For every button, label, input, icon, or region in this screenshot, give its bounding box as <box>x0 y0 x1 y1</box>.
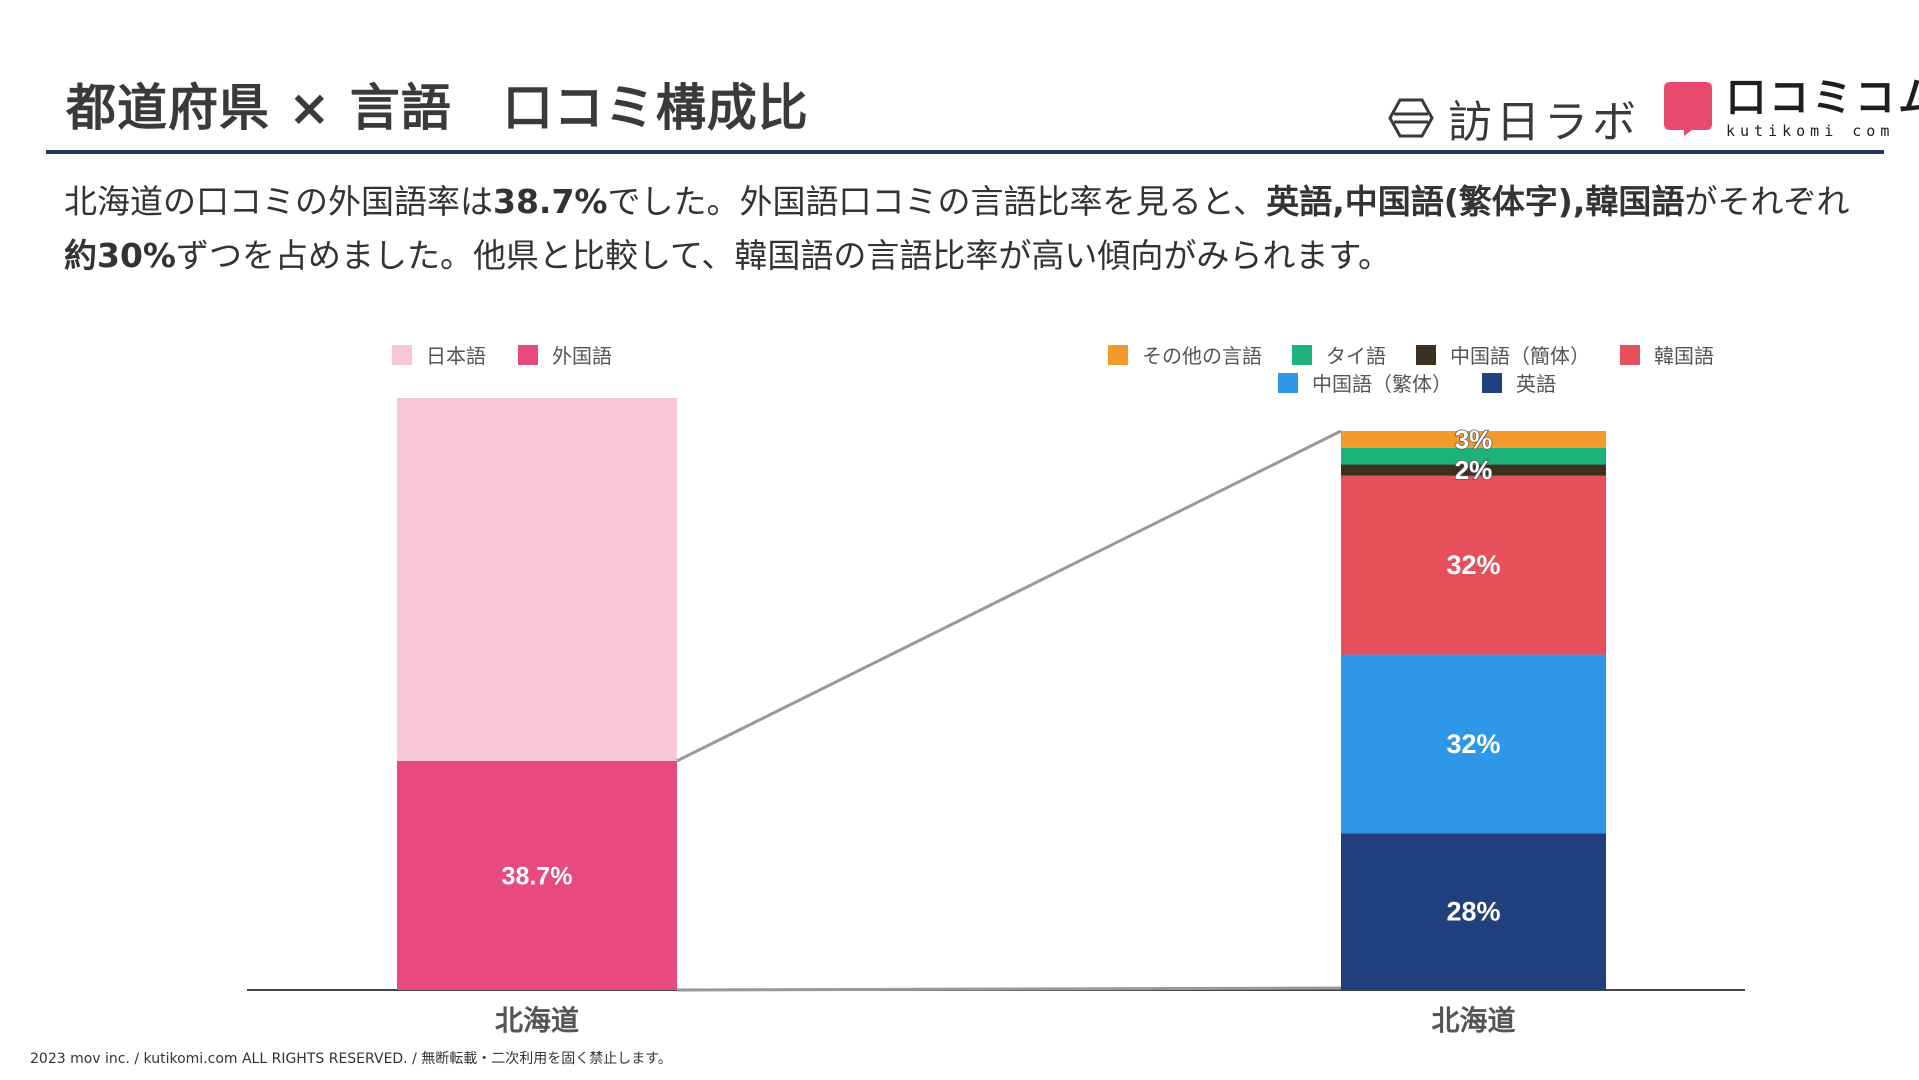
connector-line-bottom <box>676 986 1342 992</box>
legend-label-chinese-simplified: 中国語（簡体） <box>1450 344 1590 368</box>
legend-swatch-japanese <box>392 344 412 365</box>
legend-swatch-english <box>1482 372 1502 393</box>
data-label-その他の言語: 3% <box>1455 424 1493 454</box>
header-divider <box>46 150 1884 154</box>
bar-right-タイ語 <box>1341 447 1606 465</box>
kutikomi-logo-subtext: kutikomi com <box>1726 122 1895 140</box>
bar-left-japanese <box>397 398 677 761</box>
x-tick-label-left: 北海道 <box>495 1004 579 1037</box>
data-label-韓国語: 32% <box>1446 550 1500 580</box>
data-label-中国語簡体: 2% <box>1455 455 1493 485</box>
legend-label-chinese-traditional: 中国語（繁体） <box>1312 372 1452 396</box>
legend-item-japanese: 日本語 <box>392 340 486 369</box>
kutikomi-com-logo[interactable]: 口コミコム kutikomi com <box>1664 78 1919 140</box>
legend-swatch-chinese-traditional <box>1278 372 1298 393</box>
legend-item-chinese-traditional: 中国語（繁体） <box>1278 368 1452 397</box>
kutikomi-logo-text: 口コミコム <box>1726 75 1919 121</box>
houjin-lab-logo-text: 訪日ラボ <box>1448 97 1640 148</box>
x-tick-label-right: 北海道 <box>1431 1004 1515 1037</box>
description-text: 北海道の口コミの外国語率は38.7%でした。外国語口コミの言語比率を見ると、英語… <box>64 182 1850 275</box>
speech-bubble-logo-icon <box>1664 82 1712 136</box>
legend-label-english: 英語 <box>1516 372 1556 396</box>
bar-right-中国語簡体 <box>1341 464 1606 476</box>
data-label-中国語繁体: 32% <box>1446 729 1500 759</box>
legend-swatch-foreign <box>518 344 538 365</box>
legend-swatch-thai <box>1292 344 1312 365</box>
legend-item-thai: タイ語 <box>1292 340 1386 369</box>
bar-left-foreign <box>397 760 677 990</box>
bar-right-中国語繁体 <box>1341 654 1606 834</box>
legend-swatch-chinese-simplified <box>1416 344 1436 365</box>
legend-label-japanese: 日本語 <box>426 344 486 368</box>
legend-right-row2: 中国語（繁体） 英語 <box>1278 368 1556 397</box>
legend-item-korean: 韓国語 <box>1620 340 1714 369</box>
legend-item-chinese-simplified: 中国語（簡体） <box>1416 340 1590 369</box>
bar-right-その他の言語 <box>1341 431 1606 448</box>
connector-line-top <box>676 429 1342 763</box>
legend-right-row1: その他の言語 タイ語 中国語（簡体） 韓国語 <box>1108 340 1714 369</box>
legend-label-other: その他の言語 <box>1142 344 1262 368</box>
legend-item-other: その他の言語 <box>1108 340 1262 369</box>
legend-label-foreign: 外国語 <box>552 344 612 368</box>
legend-item-foreign: 外国語 <box>518 340 612 369</box>
page-title: 都道府県 × 言語 口コミ構成比 <box>66 79 809 137</box>
data-label-英語: 28% <box>1446 897 1500 927</box>
hexagon-logo-icon <box>1388 98 1434 138</box>
legend-label-korean: 韓国語 <box>1654 344 1714 368</box>
copyright-footer: 2023 mov inc. / kutikomi.com ALL RIGHTS … <box>30 1051 672 1067</box>
bar-right-英語 <box>1341 833 1606 990</box>
legend-left: 日本語 外国語 <box>392 340 612 369</box>
houjin-lab-logo[interactable]: 訪日ラボ <box>1388 86 1640 150</box>
legend-item-english: 英語 <box>1482 368 1556 397</box>
legend-swatch-other <box>1108 344 1128 365</box>
bar-right-韓国語 <box>1341 475 1606 655</box>
legend-swatch-korean <box>1620 344 1640 365</box>
legend-label-thai: タイ語 <box>1326 344 1386 368</box>
data-label-foreign: 38.7% <box>502 862 573 890</box>
